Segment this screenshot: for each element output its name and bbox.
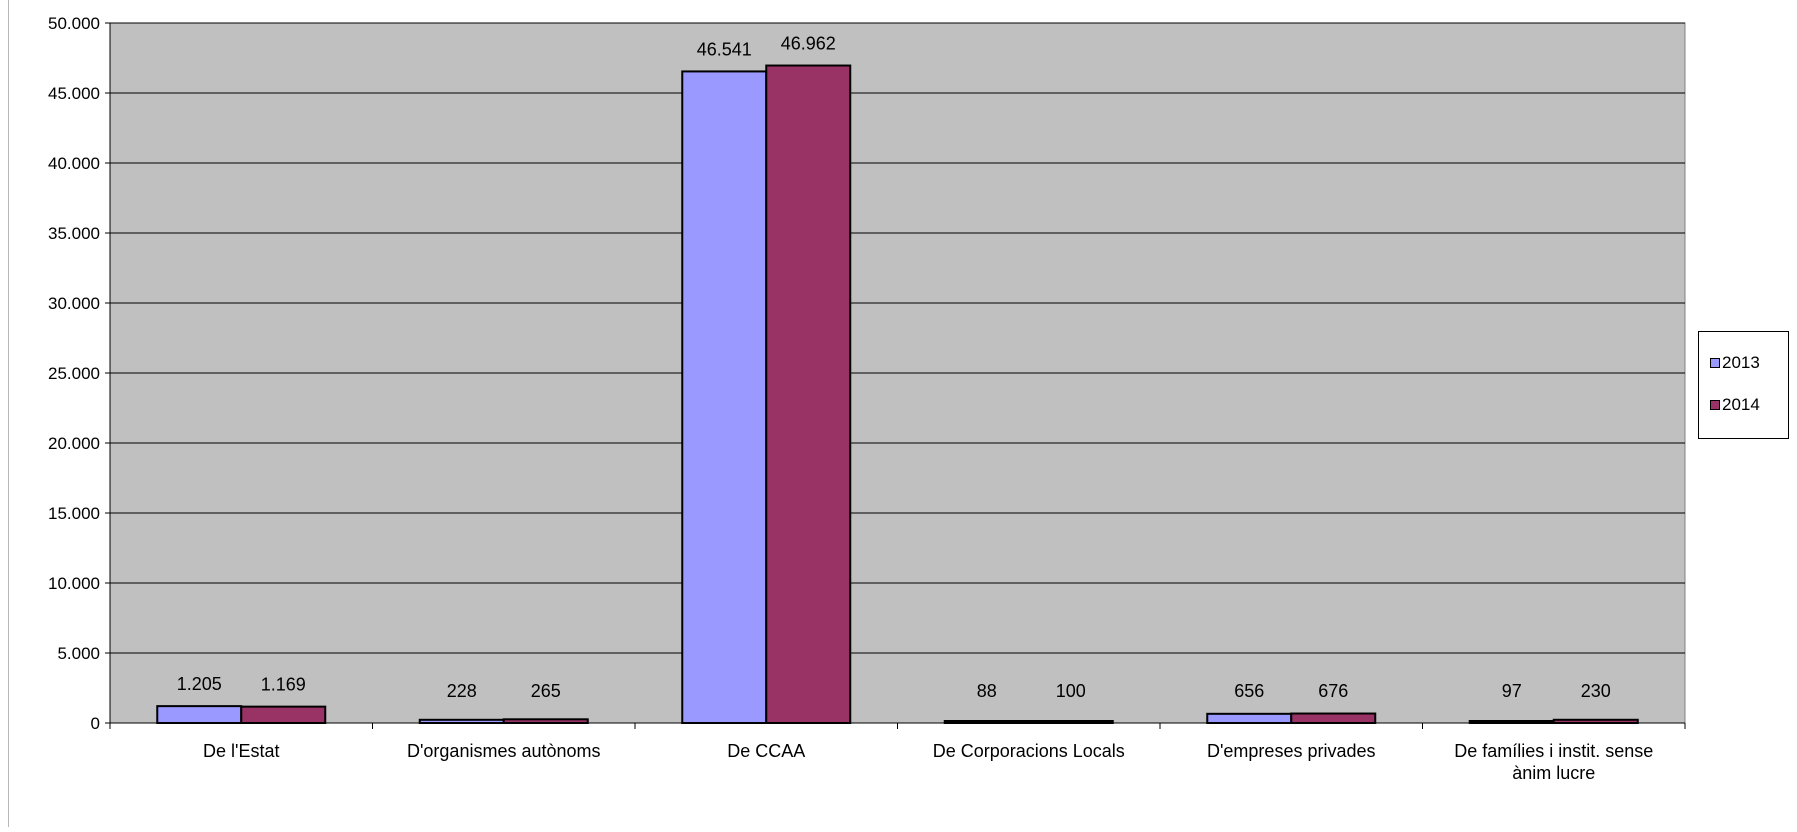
- legend-item-2013: 2013: [1710, 353, 1760, 373]
- x-tick-label: De famílies i instit. sense: [1454, 741, 1653, 761]
- data-label-2013-3: 88: [977, 681, 997, 701]
- x-tick-label: ànim lucre: [1512, 763, 1595, 783]
- y-tick-label: 45.000: [48, 84, 100, 103]
- axes: 0 5.000 10.000 15.000 20.000 25.000 30.000 35.0…: [48, 14, 1686, 783]
- bars: [156, 64, 1639, 725]
- bar-2014-4: [1290, 712, 1377, 725]
- y-tick-label: 35.000: [48, 224, 100, 243]
- legend-label-2013: 2013: [1722, 353, 1760, 372]
- data-label-2013-1: 228: [447, 681, 477, 701]
- data-label-2014-3: 100: [1056, 681, 1086, 701]
- y-tick-label: 25.000: [48, 364, 100, 383]
- data-label-2014-5: 230: [1581, 681, 1611, 701]
- x-tick-label: D'empreses privades: [1207, 741, 1376, 761]
- bar-2014-2: [765, 64, 852, 725]
- legend: 2013 2014: [1698, 331, 1789, 439]
- data-label-2013-5: 97: [1502, 681, 1522, 701]
- y-tick-label: 50.000: [48, 14, 100, 33]
- data-label-2014-4: 676: [1318, 681, 1348, 701]
- bar-2014-0: [240, 705, 327, 724]
- bar-2013-0: [156, 705, 243, 725]
- data-label-2014-2: 46.962: [781, 34, 836, 54]
- y-tick-label: 15.000: [48, 504, 100, 523]
- y-tick-label: 40.000: [48, 154, 100, 173]
- data-label-2013-0: 1.205: [177, 674, 222, 694]
- y-tick-label: 20.000: [48, 434, 100, 453]
- x-tick-label: De Corporacions Locals: [933, 741, 1125, 761]
- x-tick-label: D'organismes autònoms: [407, 741, 601, 761]
- y-tick-label: 30.000: [48, 294, 100, 313]
- bar-2013-4: [1206, 712, 1293, 724]
- bar-2014-1: [502, 718, 589, 724]
- legend-label-2014: 2014: [1722, 395, 1760, 414]
- data-label-2014-0: 1.169: [261, 675, 306, 695]
- legend-swatch-2014: [1710, 400, 1720, 410]
- bar-2013-2: [681, 70, 768, 724]
- y-tick-label: 0: [91, 714, 100, 733]
- x-tick-label: De CCAA: [727, 741, 805, 761]
- y-tick-label: 5.000: [57, 644, 100, 663]
- legend-swatch-2013: [1710, 358, 1720, 368]
- y-tick-label: 10.000: [48, 574, 100, 593]
- data-labels: 1.205 1.169 228 265 46.541 46.962 88 100 656 676 9…: [177, 34, 1611, 701]
- data-label-2013-2: 46.541: [697, 39, 752, 59]
- data-label-2013-4: 656: [1234, 681, 1264, 701]
- x-tick-label: De l'Estat: [203, 741, 279, 761]
- gridlines: [110, 22, 1685, 654]
- data-label-2014-1: 265: [531, 681, 561, 701]
- legend-item-2014: 2014: [1710, 395, 1760, 415]
